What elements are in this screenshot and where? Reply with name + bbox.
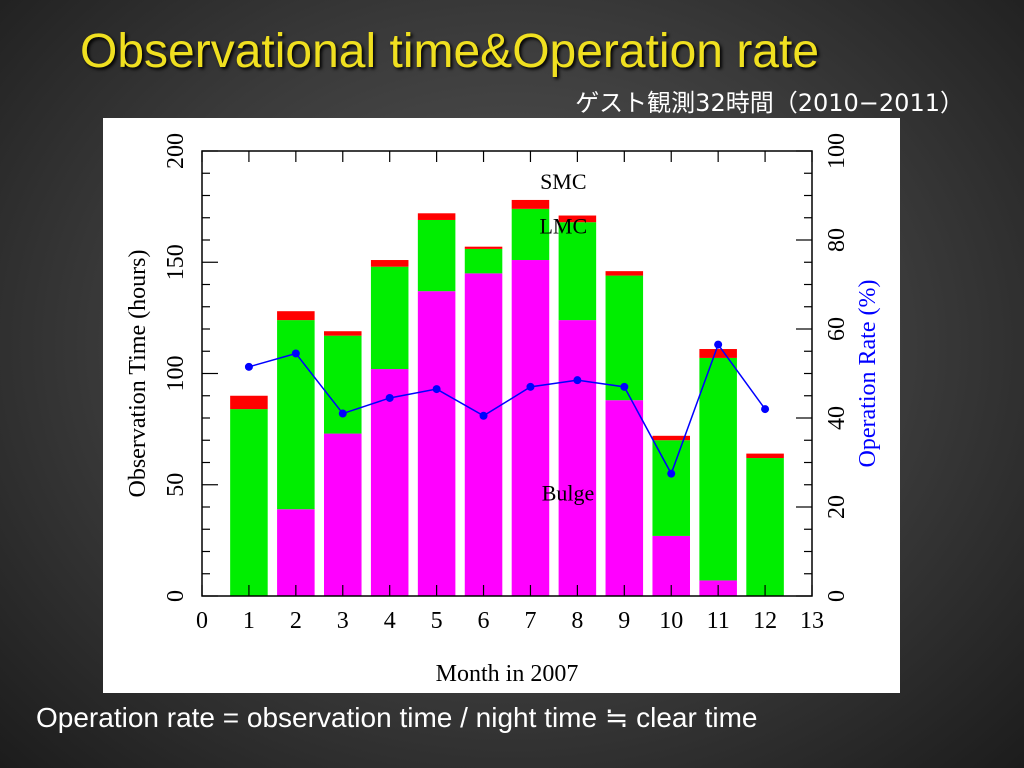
- footer-note: Operation rate = observation time / nigh…: [36, 702, 758, 733]
- operation-rate-point-month-2: [291, 349, 300, 358]
- bar-bulge-month-7: [511, 260, 550, 596]
- bar-smc-month-2: [277, 311, 315, 321]
- bar-bulge-month-8: [558, 320, 597, 596]
- y-axis-label: Observation Time (hours): [125, 250, 151, 498]
- bar-lmc-month-4: [370, 266, 409, 370]
- bars-layer: [230, 199, 784, 596]
- x-tick-label-11: 11: [707, 608, 730, 634]
- x-tick-label-10: 10: [659, 608, 683, 634]
- chart-panel: 0 1 2 3 4 5 6 7 8 9 10 11 12 13 0 50 100 150 200 0 20 40 60 80 1…: [103, 118, 900, 693]
- bar-lmc-month-8: [558, 222, 597, 321]
- y2-tick-label-100: 100: [824, 133, 850, 169]
- y2-tick-label-0: 0: [824, 590, 850, 602]
- bar-lmc-month-3: [324, 335, 362, 434]
- y-tick-label-100: 100: [163, 356, 189, 392]
- bar-smc-month-6: [464, 246, 503, 249]
- operation-rate-point-month-6: [479, 411, 488, 420]
- x-tick-label-8: 8: [571, 608, 583, 634]
- x-tick-label-4: 4: [384, 608, 396, 634]
- x-tick-label-5: 5: [431, 608, 443, 634]
- y-tick-label-50: 50: [163, 473, 189, 497]
- annotation-smc: SMC: [540, 169, 586, 194]
- operation-rate-line-layer: [244, 340, 770, 478]
- bar-smc-month-10: [652, 435, 690, 441]
- bar-smc-month-12: [746, 453, 784, 459]
- bar-bulge-month-3: [324, 433, 362, 596]
- bar-smc-month-1: [230, 395, 268, 410]
- operation-rate-point-month-7: [526, 382, 535, 391]
- operation-rate-point-month-1: [244, 362, 253, 371]
- y2-tick-label-20: 20: [824, 495, 850, 519]
- x-tick-label-6: 6: [478, 608, 490, 634]
- x-tick-label-2: 2: [290, 608, 302, 634]
- bar-smc-month-9: [605, 271, 644, 276]
- y2-tick-label-40: 40: [824, 406, 850, 430]
- x-tick-label-1: 1: [243, 608, 255, 634]
- operation-rate-point-month-8: [573, 376, 582, 385]
- bar-lmc-month-5: [417, 219, 456, 292]
- y2-tick-label-60: 60: [824, 317, 850, 341]
- operation-rate-line: [248, 342, 766, 476]
- observation-chart: 0 1 2 3 4 5 6 7 8 9 10 11 12 130501001502000204060801…: [125, 133, 881, 687]
- bar-smc-month-7: [511, 199, 550, 209]
- tick-labels-layer: 0 1 2 3 4 5 6 7 8 9 10 11 12 130501001502000204060801…: [163, 133, 850, 634]
- bar-bulge-month-5: [417, 291, 456, 596]
- operation-rate-point-month-3: [338, 409, 347, 418]
- bar-lmc-month-6: [464, 248, 503, 274]
- bar-bulge-month-2: [277, 509, 315, 596]
- operation-rate-point-month-5: [432, 385, 441, 394]
- bar-lmc-month-11: [699, 357, 737, 581]
- bar-bulge-month-4: [370, 369, 409, 596]
- operation-rate-point-month-11: [714, 340, 723, 349]
- slide-title: Observational time&Operation rate: [80, 25, 820, 78]
- x-tick-label-12: 12: [753, 608, 777, 634]
- bar-lmc-month-2: [277, 320, 315, 510]
- operation-rate-point-month-4: [385, 393, 394, 402]
- bar-lmc-month-7: [511, 208, 550, 261]
- bar-lmc-month-12: [746, 458, 784, 596]
- bar-lmc-month-1: [230, 409, 268, 596]
- bar-smc-month-3: [324, 331, 362, 336]
- bar-smc-month-8: [558, 215, 597, 223]
- bar-bulge-month-9: [605, 400, 644, 596]
- x-tick-label-7: 7: [524, 608, 536, 634]
- bar-smc-month-5: [417, 213, 456, 220]
- bar-lmc-month-10: [652, 440, 690, 536]
- operation-rate-point-month-12: [761, 405, 770, 414]
- x-tick-label-0: 0: [196, 608, 208, 634]
- annotation-lmc: LMC: [539, 213, 587, 238]
- y2-axis-label: Operation Rate (%): [855, 280, 881, 468]
- bar-smc-month-11: [699, 349, 737, 358]
- y-tick-label-200: 200: [163, 133, 189, 169]
- ticks-layer: [201, 150, 813, 597]
- x-axis-label: Month in 2007: [436, 661, 579, 687]
- operation-rate-point-month-10: [667, 469, 676, 478]
- slide-subtitle: ゲスト観測32時間（2010−2011）: [575, 89, 964, 117]
- bar-lmc-month-9: [605, 275, 644, 401]
- annotation-layer: SMC LMC Bulge: [539, 169, 594, 506]
- bar-bulge-month-6: [464, 273, 503, 596]
- annotation-bulge: Bulge: [542, 480, 595, 505]
- operation-rate-point-month-9: [620, 382, 629, 391]
- y-tick-label-0: 0: [163, 590, 189, 602]
- bar-smc-month-4: [370, 260, 409, 267]
- x-tick-label-3: 3: [337, 608, 349, 634]
- x-tick-label-9: 9: [618, 608, 630, 634]
- y2-tick-label-80: 80: [824, 228, 850, 252]
- x-tick-label-13: 13: [800, 608, 824, 634]
- y-tick-label-150: 150: [163, 244, 189, 280]
